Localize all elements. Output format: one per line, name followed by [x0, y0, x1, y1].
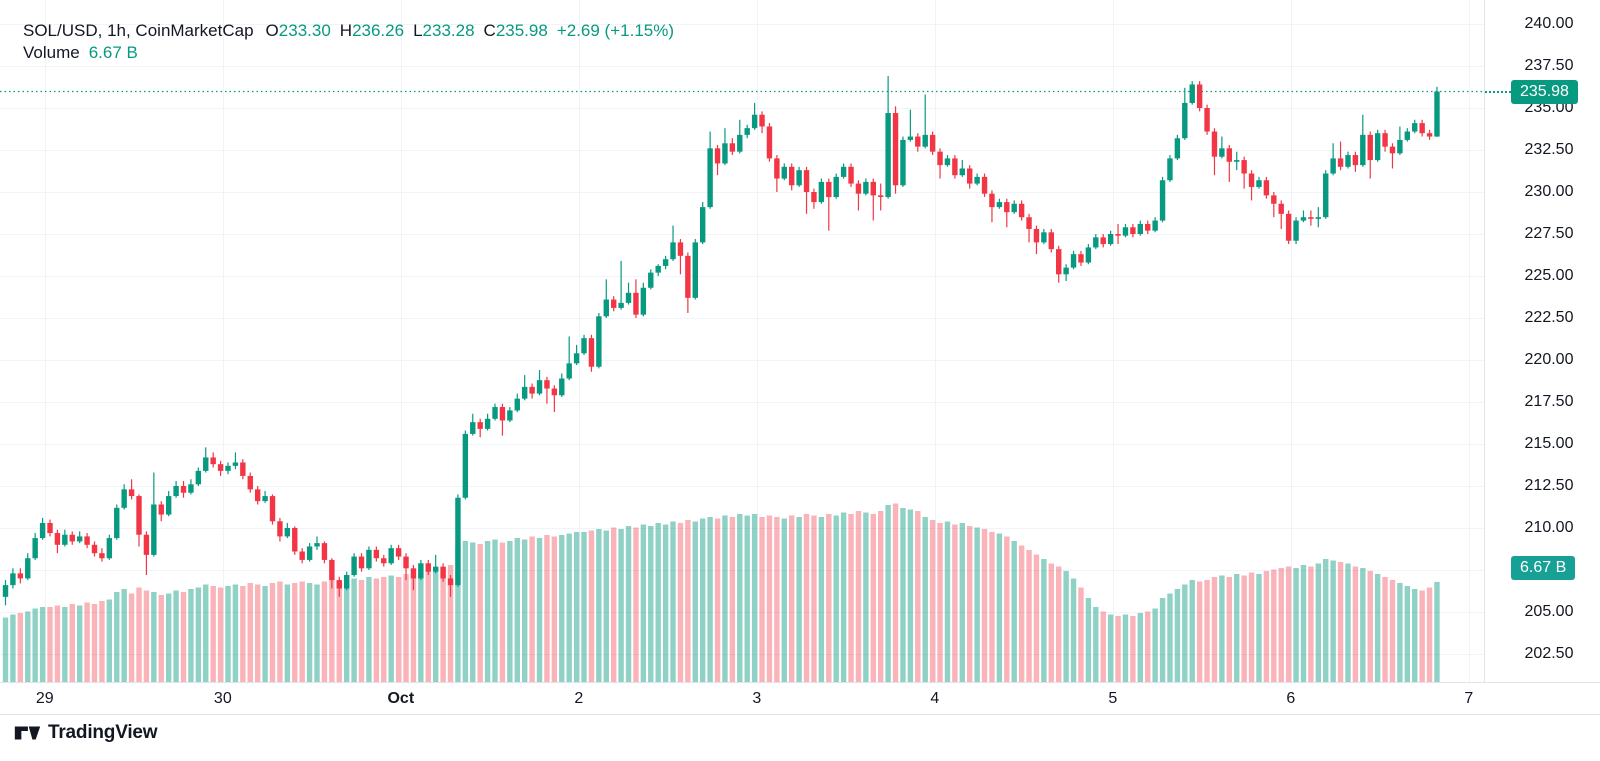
price-tick-label: 230.00: [1524, 183, 1574, 200]
price-tick-label: 217.50: [1524, 393, 1574, 410]
tradingview-attribution[interactable]: TradingView: [14, 722, 158, 744]
price-tick-label: 202.50: [1524, 645, 1574, 662]
price-tick-label: 225.00: [1524, 267, 1574, 284]
time-tick-label: 6: [1286, 689, 1296, 707]
time-axis[interactable]: 29 30 Oct 2 3 4 5 6 7: [0, 682, 1600, 715]
volume-label: Volume: [23, 43, 80, 62]
last-price-line-stub: [1485, 90, 1511, 93]
low-value: 233.28: [422, 21, 475, 40]
price-tick-label: 210.00: [1524, 519, 1574, 536]
price-axis[interactable]: 235.98 6.67 B 240.00 237.50 235.00 232.50 23…: [1484, 0, 1600, 713]
price-tick-label: 240.00: [1524, 15, 1574, 32]
close-value: 235.98: [495, 21, 548, 40]
price-change: +2.69 (+1.15%): [556, 21, 675, 40]
open-value: 233.30: [278, 21, 331, 40]
time-tick-label: 3: [752, 689, 762, 707]
ohlc-close: C235.98: [484, 21, 548, 41]
time-tick-label: 29: [35, 689, 54, 707]
open-label: O: [265, 21, 279, 40]
chart-legend: SOL/USD, 1h, CoinMarketCap O233.30 H236.…: [23, 20, 674, 64]
volume-value: 6.67 B: [88, 43, 138, 62]
time-tick-label: 2: [574, 689, 584, 707]
ohlc-low: L233.28: [413, 21, 474, 41]
ohlc-open: O233.30: [266, 21, 331, 41]
price-tick-label: 237.50: [1524, 57, 1574, 74]
symbol-ohlc-row: SOL/USD, 1h, CoinMarketCap O233.30 H236.…: [23, 20, 674, 42]
high-label: H: [339, 21, 353, 40]
symbol-title[interactable]: SOL/USD, 1h, CoinMarketCap: [23, 21, 254, 40]
time-tick-label: 30: [213, 689, 232, 707]
price-chart-canvas[interactable]: [0, 0, 1484, 682]
high-value: 236.26: [352, 21, 405, 40]
time-tick-label: Oct: [387, 689, 415, 707]
volume-row: Volume 6.67 B: [23, 42, 674, 64]
last-price-badge: 235.98: [1511, 79, 1578, 104]
tradingview-logo-icon: [14, 725, 41, 741]
time-tick-label: 7: [1464, 689, 1474, 707]
price-tick-label: 212.50: [1524, 477, 1574, 494]
tradingview-brand-text: TradingView: [48, 722, 158, 743]
price-tick-label: 222.50: [1524, 309, 1574, 326]
volume-badge: 6.67 B: [1511, 555, 1576, 580]
time-tick-label: 5: [1108, 689, 1118, 707]
close-label: C: [483, 21, 496, 40]
price-tick-label: 227.50: [1524, 225, 1574, 242]
time-tick-label: 4: [930, 689, 940, 707]
ohlc-high: H236.26: [340, 21, 404, 41]
price-tick-label: 205.00: [1524, 603, 1574, 620]
price-tick-label: 232.50: [1524, 141, 1574, 158]
price-tick-label: 215.00: [1524, 435, 1574, 452]
price-tick-label: 220.00: [1524, 351, 1574, 368]
low-label: L: [413, 21, 423, 40]
